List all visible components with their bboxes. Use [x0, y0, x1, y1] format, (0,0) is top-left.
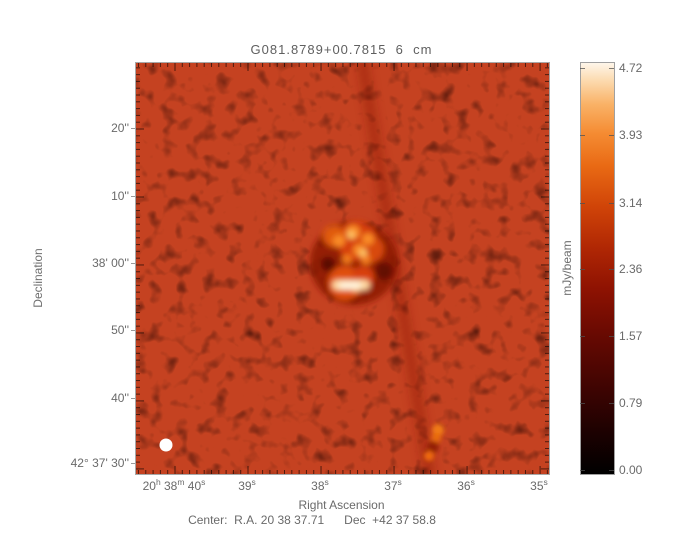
y-axis-title: Declination — [31, 248, 45, 308]
colorbar-tick — [580, 336, 585, 338]
y-outer-tick — [131, 195, 135, 197]
colorbar-tick — [609, 402, 614, 404]
radio-map-image — [135, 62, 550, 475]
axis-ticks — [136, 63, 549, 474]
colorbar-tick — [609, 269, 614, 270]
heatmap-canvas — [136, 63, 549, 474]
colorbar-tick — [609, 470, 614, 471]
y-outer-tick — [131, 463, 135, 464]
colorbar — [580, 62, 615, 475]
x-tick-label: 39s — [238, 477, 256, 493]
colorbar-tick — [580, 269, 585, 270]
colorbar-tick — [609, 336, 614, 338]
colorbar-tick-label: 4.72 — [619, 61, 643, 75]
x-tick-label: 36s — [457, 477, 475, 493]
colorbar-tick — [580, 68, 585, 69]
y-tick-label: 42° 37' 30'' — [70, 456, 129, 470]
colorbar-tick — [580, 202, 585, 204]
colorbar-tick — [580, 402, 585, 404]
colorbar-tick-label: 0.00 — [619, 463, 643, 477]
y-outer-tick — [131, 263, 135, 265]
y-outer-tick — [131, 330, 135, 331]
y-outer-tick — [131, 397, 135, 399]
colorbar-tick — [609, 68, 614, 69]
colorbar-title: mJy/beam — [560, 240, 574, 296]
y-outer-tick — [131, 128, 135, 129]
colorbar-tick-label: 1.57 — [619, 329, 643, 344]
central-clumpy-source — [310, 221, 398, 305]
y-tick-label: 50'' — [111, 323, 129, 337]
center-coordinates-caption: Center: R.A. 20 38 37.71 Dec +42 37 58.8 — [188, 513, 436, 527]
x-axis-title: Right Ascension — [298, 498, 385, 512]
y-tick-label: 10'' — [111, 188, 129, 203]
y-tick-label: 38' 00'' — [92, 256, 129, 271]
colorbar-tick-label: 3.93 — [619, 128, 643, 143]
colorbar-tick-label: 3.14 — [619, 195, 643, 210]
colorbar-tick-label: 2.36 — [619, 262, 643, 276]
x-tick-label: 20h 38m 40s — [142, 477, 206, 493]
x-tick-label: 38s — [311, 477, 329, 493]
colorbar-tick — [580, 135, 585, 137]
y-tick-label: 20'' — [111, 121, 129, 135]
plot-title: G081.8789+00.7815 6 cm — [250, 42, 433, 57]
point-source-pair — [424, 424, 444, 461]
colorbar-tick — [609, 135, 614, 137]
beam-ellipse — [159, 438, 173, 452]
colorbar-tick-label: 0.79 — [619, 395, 643, 410]
x-tick-label: 35s — [530, 477, 548, 493]
x-tick-label: 37s — [384, 477, 402, 493]
colorbar-tick — [580, 470, 585, 471]
y-tick-label: 40'' — [111, 390, 129, 405]
colorbar-tick — [609, 202, 614, 204]
